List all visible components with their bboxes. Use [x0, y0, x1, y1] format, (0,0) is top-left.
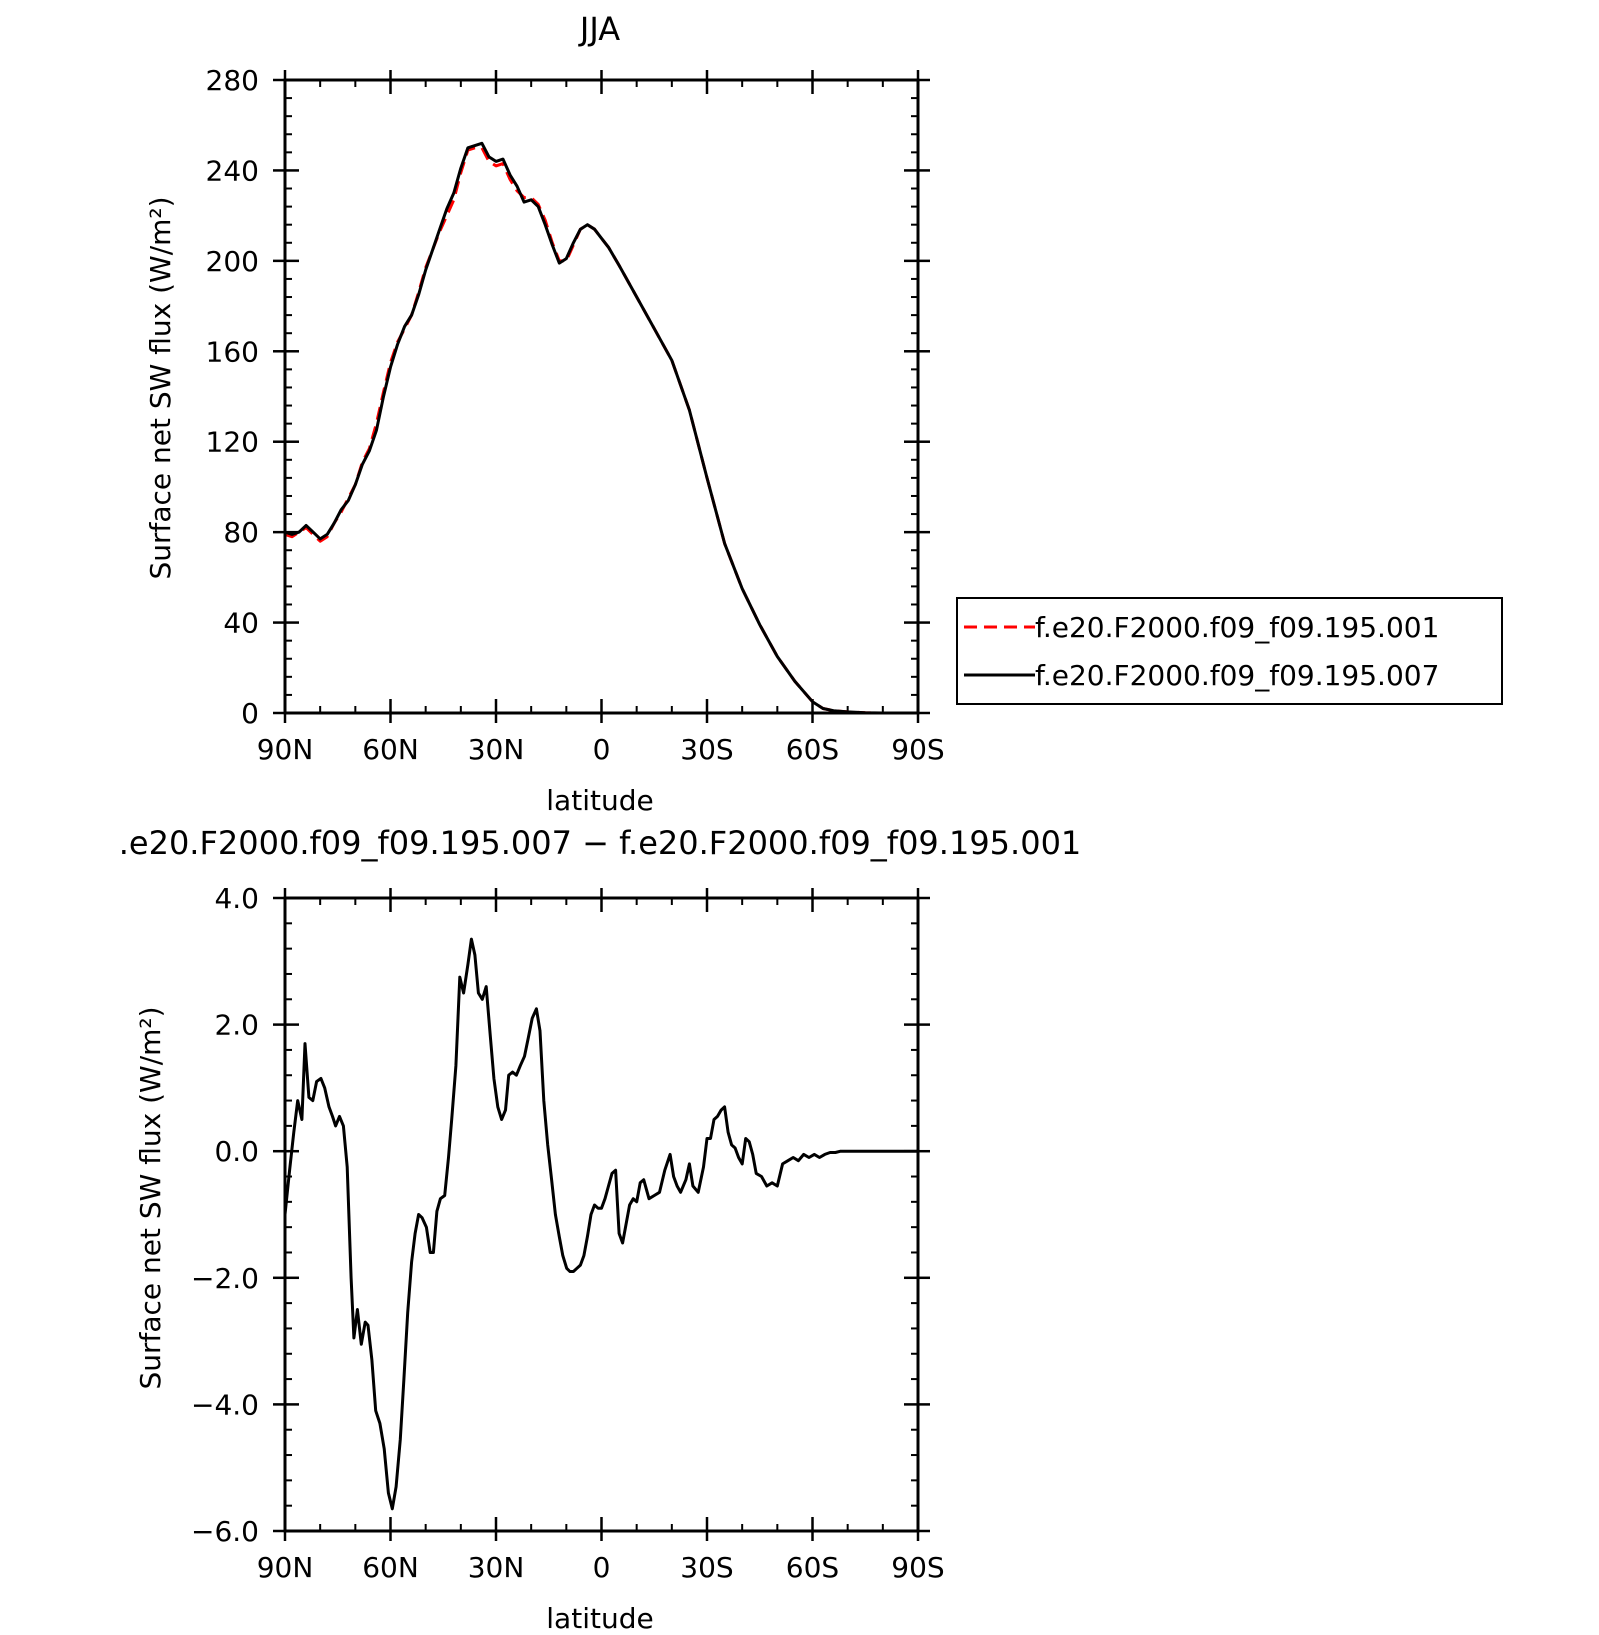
y-tick-label: 0 [241, 697, 259, 730]
y-axis-label: Surface net SW flux (W/m²) [144, 196, 177, 579]
x-tick-label: 90N [257, 1551, 314, 1584]
x-tick-label: 30S [680, 1551, 733, 1584]
legend: f.e20.F2000.f09_f09.195.001 f.e20.F2000.… [956, 597, 1503, 705]
chart-bottom: .e20.F2000.f09_f09.195.007 − f.e20.F2000… [119, 824, 1082, 1635]
chart-top: JJA Surface net SW flux (W/m²) latitude … [144, 10, 1503, 817]
x-tick-label: 60N [362, 1551, 419, 1584]
y-tick-label: −6.0 [191, 1515, 259, 1548]
y-tick-label: 4.0 [214, 882, 259, 915]
x-tick-label: 0 [593, 733, 611, 766]
y-tick-label: 120 [206, 426, 259, 459]
chart-title: JJA [578, 10, 620, 48]
x-tick-label: 60N [362, 733, 419, 766]
x-tick-label: 0 [593, 1551, 611, 1584]
legend-label: f.e20.F2000.f09_f09.195.001 [1035, 611, 1439, 644]
x-tick-label: 60S [786, 733, 839, 766]
series-line [283, 937, 918, 1511]
x-axis-label: latitude [546, 784, 653, 817]
x-tick-label: 30N [468, 1551, 525, 1584]
y-tick-label: 2.0 [214, 1009, 259, 1042]
x-axis-label: latitude [546, 1602, 653, 1635]
y-tick-label: 240 [206, 154, 259, 187]
x-tick-label: 90S [891, 733, 944, 766]
y-tick-label: 80 [223, 516, 259, 549]
plot-frame [283, 78, 920, 715]
y-axis-label: Surface net SW flux (W/m²) [134, 1006, 167, 1389]
chart-title: .e20.F2000.f09_f09.195.007 − f.e20.F2000… [119, 824, 1082, 862]
legend-box [956, 597, 1503, 705]
y-tick-label: 160 [206, 335, 259, 368]
series-line [284, 141, 918, 715]
y-tick-label: −2.0 [191, 1262, 259, 1295]
axis-ticks: 90N 60N 30N 0 30S 60S 90S 4.0 2.0 0.0 −2.0 −4.0 −6.0 [191, 882, 945, 1584]
x-tick-label: 60S [786, 1551, 839, 1584]
plot-frame [283, 896, 920, 1533]
x-tick-label: 30N [468, 733, 525, 766]
y-tick-label: 40 [223, 607, 259, 640]
plot-lines [283, 937, 918, 1511]
x-tick-label: 90S [891, 1551, 944, 1584]
y-tick-label: 0.0 [214, 1135, 259, 1168]
y-tick-label: −4.0 [191, 1388, 259, 1421]
plot-lines [284, 141, 918, 715]
series-line [284, 146, 918, 715]
x-tick-label: 90N [257, 733, 314, 766]
y-tick-label: 200 [206, 245, 259, 278]
x-tick-label: 30S [680, 733, 733, 766]
legend-label: f.e20.F2000.f09_f09.195.007 [1035, 659, 1439, 692]
y-tick-label: 280 [206, 64, 259, 97]
axis-ticks: 90N 60N 30N 0 30S 60S 90S 0 40 80 120 160 200 240 280 [206, 64, 945, 766]
